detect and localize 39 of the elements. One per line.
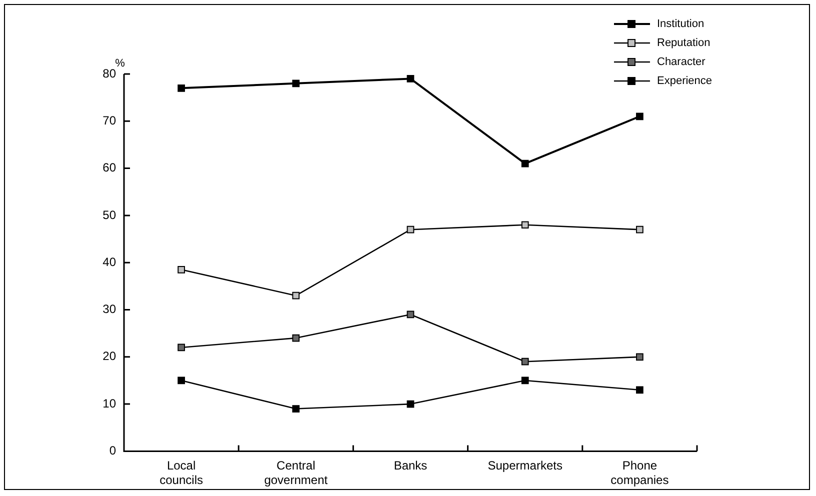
point	[636, 353, 644, 361]
x-tick-label: Phone companies	[610, 458, 669, 488]
point	[636, 226, 644, 234]
y-axis-title: %	[115, 58, 126, 70]
x-tick-label: Banks	[394, 458, 428, 473]
point	[521, 160, 529, 168]
y-tick-label: 0	[109, 444, 116, 458]
x-tick-label: Local councils	[160, 458, 203, 488]
x-tick-label: Supermarkets	[488, 458, 562, 473]
point	[406, 400, 414, 408]
legend-label: Character	[657, 56, 706, 68]
point	[521, 221, 529, 229]
point	[178, 84, 185, 92]
y-tick-label: 30	[102, 302, 116, 316]
point	[406, 310, 414, 318]
point	[178, 266, 185, 274]
y-tick-label: 10	[102, 396, 116, 410]
legend-label: Reputation	[657, 37, 710, 50]
point	[292, 405, 300, 412]
point	[178, 344, 185, 352]
point	[292, 334, 300, 342]
point	[292, 292, 300, 300]
y-tick-label: 40	[102, 254, 116, 269]
point	[406, 226, 414, 234]
y-tick-label: 70	[102, 113, 116, 128]
y-tick-label: 80	[102, 66, 116, 80]
point	[521, 358, 529, 366]
point	[521, 376, 529, 384]
point	[292, 80, 300, 88]
point	[406, 75, 414, 82]
y-tick-label: 60	[102, 160, 116, 175]
x-tick-label: Central government	[264, 458, 328, 488]
point	[636, 112, 644, 120]
y-tick-label: 50	[102, 208, 116, 222]
point	[636, 386, 644, 394]
legend-label: Experience	[657, 75, 712, 88]
y-tick-label: 20	[102, 349, 116, 364]
point	[178, 376, 185, 384]
legend-label: Institution	[657, 18, 704, 30]
